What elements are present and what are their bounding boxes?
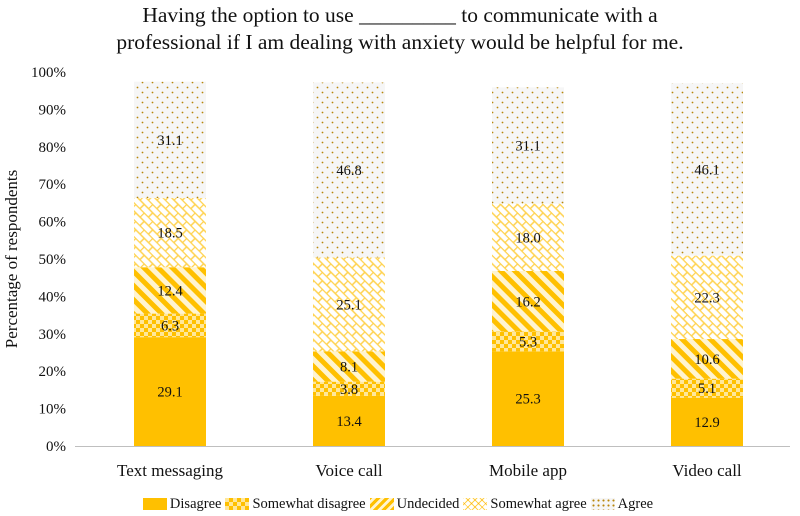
bar-segment [134, 198, 206, 268]
bar-segment [134, 313, 206, 338]
y-tick-label: 10% [39, 402, 67, 418]
legend-item: Somewhat agree [463, 495, 587, 513]
bar-segment [492, 270, 564, 332]
data-label: 22.3 [694, 290, 719, 306]
y-tick-label: 30% [39, 327, 67, 343]
legend-swatch [142, 498, 167, 510]
data-label: 25.3 [515, 392, 540, 408]
x-tick-label: Video call [672, 461, 742, 480]
legend-label: Undecided [396, 495, 460, 512]
y-tick-label: 40% [39, 289, 67, 305]
legend-label: Somewhat disagree [252, 495, 366, 512]
x-tick-label: Voice call [315, 461, 382, 480]
data-label: 5.3 [519, 334, 537, 350]
y-tick-label: 60% [39, 215, 67, 231]
data-label: 31.1 [157, 133, 182, 149]
data-label: 10.6 [694, 352, 719, 368]
bar-segment [134, 267, 206, 314]
data-label: 3.8 [340, 382, 358, 398]
legend-label: Somewhat agree [490, 495, 587, 512]
bar-segment [492, 87, 564, 204]
y-tick-label: 90% [39, 102, 67, 118]
bar-segment [671, 378, 743, 398]
y-axis-title: Percentage of respondents [2, 170, 21, 348]
y-tick-label: 70% [39, 177, 67, 193]
data-label: 18.0 [515, 230, 540, 246]
data-label: 18.5 [157, 226, 182, 242]
data-label: 29.1 [157, 385, 182, 401]
y-tick-label: 50% [39, 252, 67, 268]
bar-segment [134, 81, 206, 199]
chart-title-line-1: Having the option to use _________ to co… [142, 3, 658, 27]
data-label: 31.1 [515, 138, 540, 154]
legend-item: Somewhat disagree [225, 495, 366, 513]
y-tick-label: 100% [31, 65, 66, 81]
data-label: 25.1 [336, 297, 361, 313]
data-label: 12.4 [157, 283, 183, 299]
data-label: 46.8 [336, 163, 361, 179]
data-label: 6.3 [161, 318, 179, 334]
legend-item: Disagree [142, 495, 222, 513]
x-tick-label: Text messaging [117, 461, 223, 480]
y-tick-label: 0% [46, 439, 66, 455]
data-label: 8.1 [340, 360, 358, 376]
bar-segment [313, 257, 385, 352]
legend-swatch [369, 498, 394, 510]
bar-segment [313, 381, 385, 396]
bar-segment [671, 397, 743, 446]
legend-label: Agree [617, 495, 654, 512]
data-label: 16.2 [515, 294, 540, 310]
bar-segment [313, 351, 385, 382]
legend: Disagree Somewhat disagree Undecided Somewh… [0, 494, 800, 514]
y-tick-label: 20% [39, 364, 67, 380]
bar-segment [492, 331, 564, 352]
data-label: 13.4 [336, 414, 362, 430]
bar-segment [671, 83, 743, 256]
bar-segment [492, 351, 564, 446]
legend-swatch [225, 498, 250, 510]
legend-item: Undecided [369, 495, 460, 513]
legend-item: Agree [590, 495, 654, 513]
plot-area: 0% 10% 20% 30% 40% 50% 60% 70% 80% 90% 100% Percent… [2, 65, 790, 480]
bar-segment [671, 255, 743, 340]
bar-segment [492, 203, 564, 271]
x-tick-label: Mobile app [489, 461, 567, 480]
bar-segment [671, 339, 743, 379]
legend-label: Disagree [169, 495, 222, 512]
bar-segment [134, 337, 206, 446]
chart-title-line-2: professional if I am dealing with anxiet… [116, 30, 684, 54]
data-label: 12.9 [694, 415, 719, 431]
bar-segment [313, 395, 385, 446]
legend-swatch [463, 498, 488, 510]
legend-swatch [590, 498, 615, 510]
data-label: 5.1 [698, 381, 716, 397]
y-tick-label: 80% [39, 140, 67, 156]
bar-segment [313, 82, 385, 258]
data-label: 46.1 [694, 162, 719, 178]
